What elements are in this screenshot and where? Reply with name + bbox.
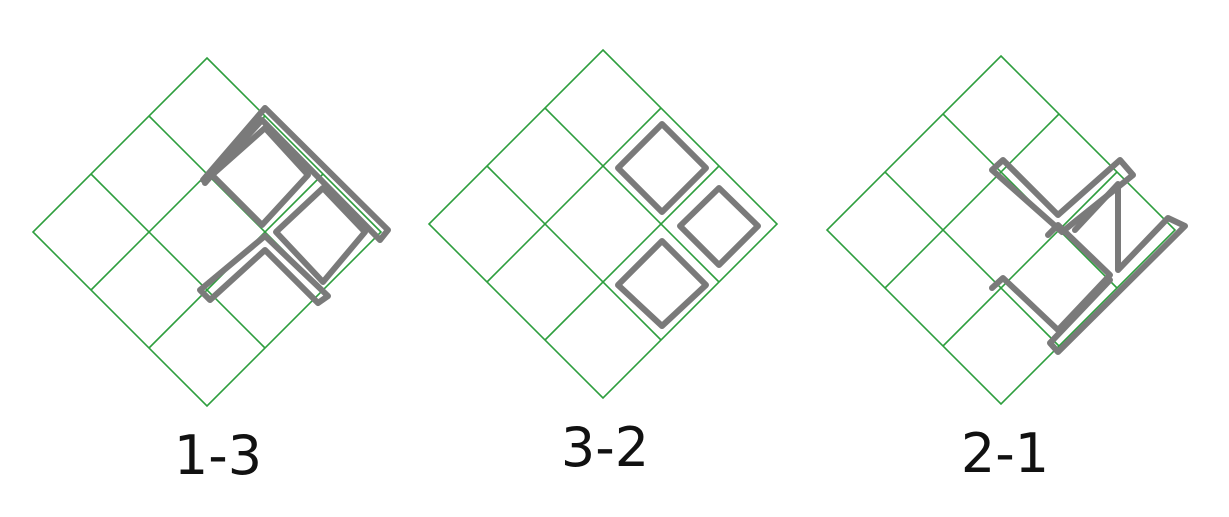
panel-2-grid [427, 48, 779, 400]
panel-3-shape-3 [989, 222, 1113, 333]
panel-3-shape-1 [989, 157, 1136, 235]
panel-1-shape-3 [273, 185, 368, 285]
panel-2-shape-1 [615, 121, 709, 215]
panel-3-label: 2-1 [961, 422, 1049, 485]
panel-1: 1-3 [31, 56, 391, 487]
panel-1-shape-2 [209, 125, 311, 228]
panel-1-shape-1 [200, 105, 391, 243]
panel-1-shape-4 [197, 233, 331, 306]
panel-3-marks [989, 157, 1188, 355]
panel-2-shape-2 [677, 185, 761, 268]
panel-3-shape-2 [1047, 181, 1188, 355]
panel-1-label: 1-3 [174, 424, 262, 487]
panel-3: 2-1 [825, 54, 1188, 485]
panel-2: 3-2 [427, 48, 779, 479]
panel-2-shape-3 [615, 238, 709, 329]
panel-1-grid [31, 56, 383, 408]
panel-2-marks [615, 121, 761, 329]
panel-3-grid [825, 54, 1177, 406]
panel-1-marks [197, 105, 391, 306]
panel-2-label: 3-2 [561, 416, 649, 479]
